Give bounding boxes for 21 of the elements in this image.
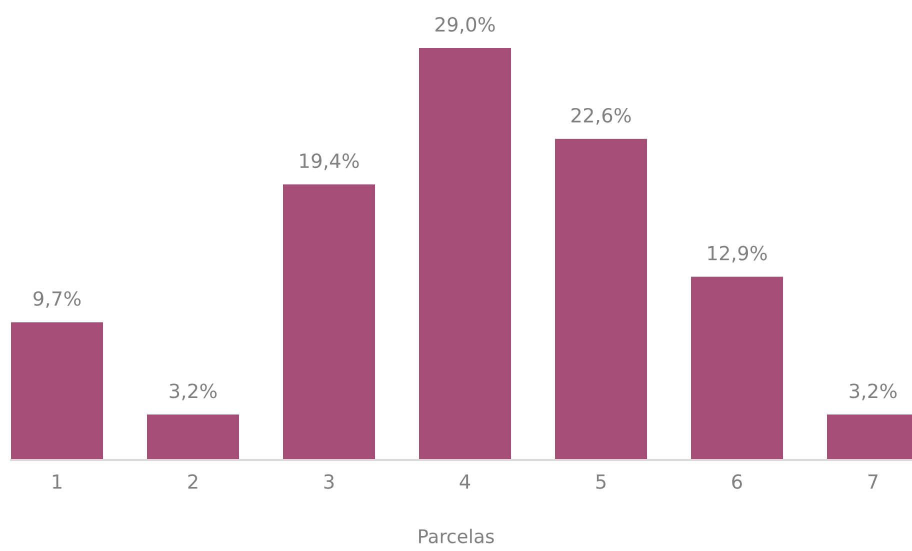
data-label: 29,0% xyxy=(436,17,495,34)
x-tick-label: 5 xyxy=(596,474,606,489)
data-label: 9,7% xyxy=(34,291,81,308)
x-tick-label: 1 xyxy=(52,474,62,489)
x-tick-label: 7 xyxy=(868,474,878,489)
data-label: 3,2% xyxy=(850,384,897,400)
data-label: 3,2% xyxy=(170,384,217,400)
x-tick-label: 4 xyxy=(460,474,470,489)
x-tick-label: 6 xyxy=(732,474,742,489)
data-label: 12,9% xyxy=(708,246,767,262)
data-label: 19,4% xyxy=(300,153,359,170)
bar xyxy=(691,276,783,460)
data-label: 22,6% xyxy=(572,108,631,125)
x-tick-label: 2 xyxy=(188,474,198,489)
bar xyxy=(11,322,103,460)
x-tick-label: 3 xyxy=(324,474,334,489)
x-axis-title: Parcelas xyxy=(419,528,494,544)
bar xyxy=(283,184,375,460)
bar xyxy=(147,414,239,460)
bar xyxy=(555,138,647,460)
bar xyxy=(419,48,511,460)
